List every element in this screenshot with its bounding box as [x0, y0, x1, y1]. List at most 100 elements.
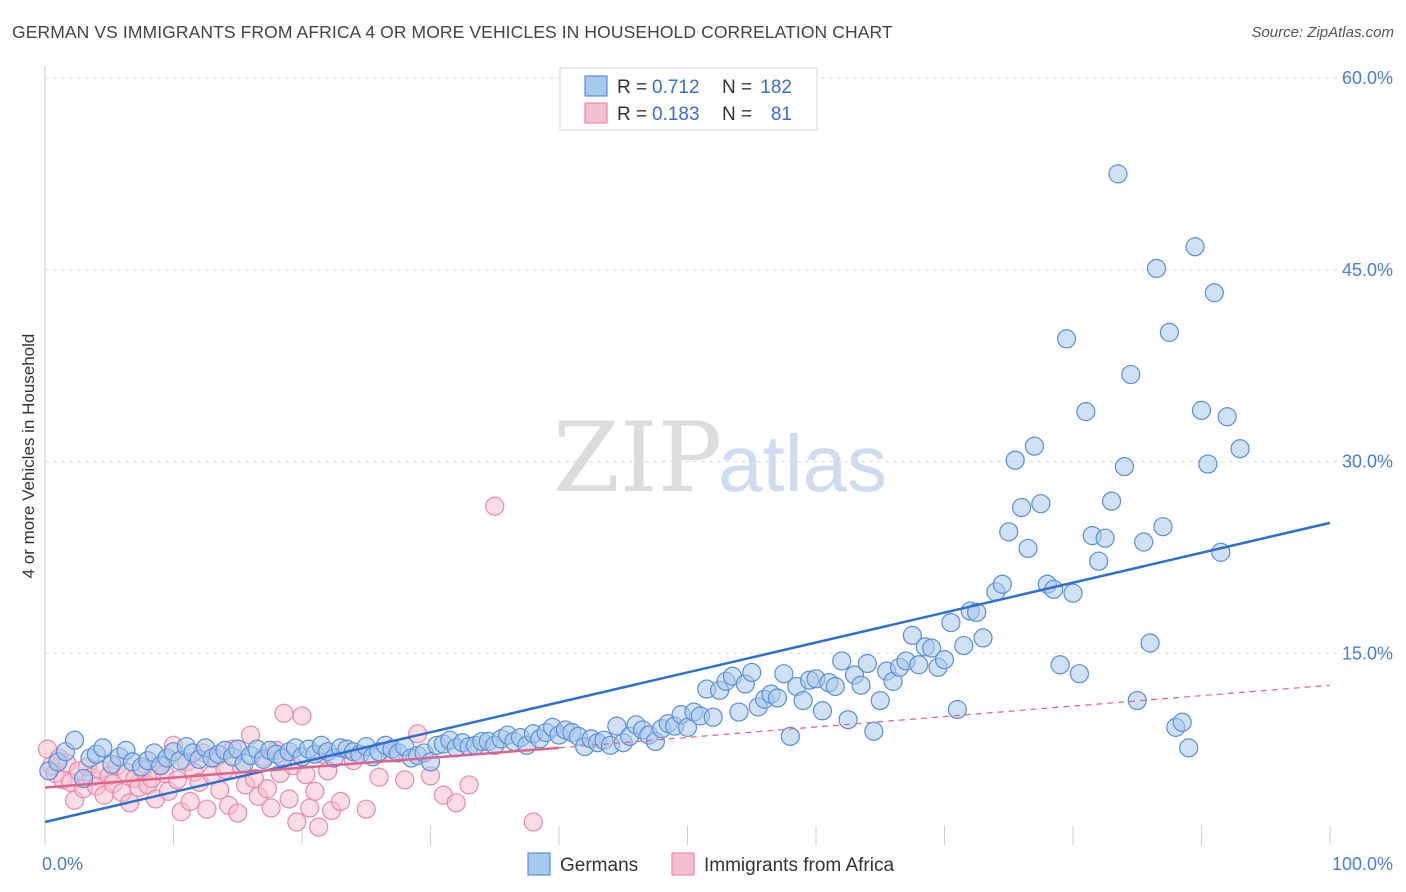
africa-point-53 — [261, 798, 281, 818]
y-tick-label-2: 45.0% — [1342, 260, 1393, 280]
legend-n-label-0: N = — [722, 77, 752, 98]
german-point-148 — [1011, 497, 1032, 518]
africa-point-56 — [274, 703, 294, 723]
africa-point-38 — [197, 799, 217, 819]
german-point-120 — [825, 676, 845, 697]
africa-point-61 — [296, 765, 316, 785]
africa-point-45 — [228, 803, 248, 823]
german-point-137 — [934, 650, 955, 670]
german-point-121 — [832, 651, 852, 671]
africa-point-57 — [279, 789, 299, 809]
watermark-zip: ZIP — [553, 402, 722, 514]
german-point-170 — [1153, 517, 1173, 537]
africa-point-31 — [167, 770, 187, 790]
german-point-146 — [999, 522, 1019, 542]
legend-r-value-0: 0.712 — [652, 77, 700, 98]
y-tick-label-0: 15.0% — [1342, 643, 1393, 663]
africa-trend-line-solid — [44, 746, 560, 789]
africa-points — [37, 496, 543, 837]
german-point-175 — [1185, 237, 1205, 257]
german-point-127 — [870, 690, 890, 711]
german-point-124 — [851, 675, 871, 695]
africa-point-79 — [485, 496, 505, 516]
africa-point-73 — [395, 770, 415, 790]
africa-point-77 — [446, 793, 466, 813]
germans-trend-line — [44, 521, 1331, 824]
german-point-167 — [1134, 532, 1154, 552]
africa-point-71 — [369, 767, 389, 787]
german-point-166 — [1127, 690, 1147, 711]
africa-trend-line-dashed — [558, 684, 1331, 749]
watermark: ZIP atlas — [553, 402, 887, 514]
german-point-7 — [93, 738, 113, 758]
german-point-138 — [941, 612, 961, 633]
africa-point-64 — [309, 817, 329, 837]
chart-source: Source: ZipAtlas.com — [1251, 24, 1394, 41]
bottom-legend-label-africa: Immigrants from Africa — [704, 855, 894, 876]
german-point-107 — [742, 662, 762, 683]
legend-n-value-1: 81 — [771, 104, 792, 125]
german-point-142 — [967, 602, 987, 622]
german-point-161 — [1095, 528, 1115, 548]
german-point-133 — [909, 655, 929, 675]
legend-r-label-1: R = — [617, 104, 647, 125]
legend-n-value-0: 182 — [760, 77, 792, 98]
german-point-168 — [1140, 633, 1160, 653]
german-point-181 — [1230, 439, 1250, 459]
german-point-112 — [774, 664, 794, 684]
ticks-layer: 15.0% 30.0% 45.0% 60.0% 0.0% 100.0% — [42, 68, 1393, 874]
legend-swatch-germans — [584, 75, 608, 97]
africa-point-68 — [330, 791, 351, 812]
german-point-171 — [1159, 322, 1179, 342]
german-point-139 — [947, 699, 967, 720]
bottom-legend: Germans Immigrants from Africa — [527, 852, 894, 876]
africa-point-52 — [257, 779, 277, 799]
german-point-147 — [1005, 450, 1025, 470]
africa-point-59 — [287, 812, 307, 832]
german-point-132 — [902, 625, 922, 645]
axes-layer — [44, 66, 1331, 845]
legend-swatch-africa — [584, 102, 608, 124]
german-point-145 — [992, 574, 1012, 594]
chart-title: GERMAN VS IMMIGRANTS FROM AFRICA 4 OR MO… — [12, 22, 893, 42]
x-tick-label-0: 0.0% — [42, 854, 83, 874]
german-point-113 — [780, 726, 800, 746]
bottom-legend-swatch-africa — [671, 852, 695, 876]
german-point-149 — [1018, 538, 1038, 559]
german-point-150 — [1024, 436, 1045, 456]
legend-r-value-1: 0.183 — [652, 104, 700, 125]
grid-layer — [45, 77, 1392, 654]
y-axis-label: 4 or more Vehicles in Household — [19, 334, 38, 579]
trend-layer — [44, 521, 1331, 824]
german-point-118 — [812, 701, 833, 721]
bottom-legend-label-germans: Germans — [560, 855, 638, 876]
x-tick-label-1: 100.0% — [1332, 854, 1393, 874]
german-point-176 — [1191, 400, 1212, 420]
german-point-101 — [703, 707, 723, 727]
german-point-57 — [420, 752, 441, 772]
german-point-122 — [838, 710, 858, 730]
y-tick-label-3: 60.0% — [1342, 68, 1393, 88]
german-point-157 — [1069, 664, 1090, 684]
german-point-143 — [973, 628, 993, 648]
africa-point-34 — [180, 791, 200, 812]
german-point-111 — [767, 688, 788, 708]
africa-point-62 — [300, 798, 320, 818]
africa-point-70 — [356, 799, 376, 819]
german-point-154 — [1050, 655, 1070, 675]
german-point-115 — [793, 690, 813, 711]
german-point-178 — [1204, 283, 1224, 303]
africa-point-60 — [292, 706, 312, 726]
german-point-156 — [1063, 583, 1083, 603]
german-point-162 — [1101, 491, 1122, 511]
german-point-177 — [1198, 454, 1218, 474]
german-point-3 — [64, 730, 85, 750]
german-point-135 — [922, 638, 942, 658]
german-point-165 — [1121, 364, 1141, 385]
german-point-169 — [1146, 258, 1167, 279]
german-point-164 — [1114, 457, 1135, 477]
german-point-86 — [607, 716, 627, 736]
legend-r-label-0: R = — [617, 77, 647, 98]
german-point-160 — [1089, 551, 1109, 571]
africa-point-63 — [305, 781, 325, 801]
